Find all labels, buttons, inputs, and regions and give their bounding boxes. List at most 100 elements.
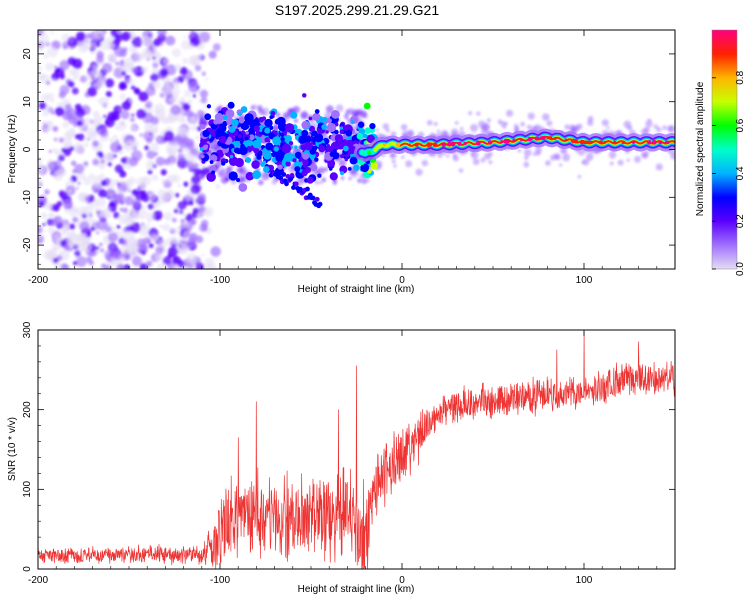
noise-blob [110, 196, 115, 202]
colorbar-tick-label: 0.6 [735, 118, 746, 132]
noise-blob [141, 204, 147, 210]
noise-blob [42, 110, 49, 117]
ridge-blob [248, 134, 255, 141]
noise-blob [120, 110, 130, 120]
noise-blob [212, 43, 221, 52]
noise-blob [130, 125, 137, 132]
noise-blob [53, 137, 58, 142]
noise-blob [38, 163, 45, 175]
noise-blob [113, 37, 121, 46]
halo-blob [454, 121, 459, 125]
noise-blob [63, 244, 70, 251]
noise-blob [121, 93, 126, 98]
noise-blob [177, 201, 187, 210]
ridge-blob [238, 146, 248, 156]
x-tick-label: -100 [210, 575, 230, 586]
noise-blob [77, 171, 86, 181]
noise-blob [155, 156, 165, 166]
noise-blob [197, 193, 206, 202]
noise-blob [338, 159, 347, 167]
ridge-knot [500, 140, 504, 143]
noise-blob [52, 257, 59, 264]
noise-blob [92, 158, 100, 166]
noise-blob [136, 176, 147, 188]
ridge-blob [292, 158, 297, 163]
x-tick-label: 0 [399, 575, 405, 586]
noise-blob [121, 31, 131, 42]
noise-blob [83, 176, 92, 186]
noise-blob [105, 226, 112, 233]
noise-blob [140, 244, 148, 252]
snr-axes: -200 -100 0 100 0 100 200 300 [22, 321, 676, 586]
noise-blob [202, 225, 208, 231]
ridge-blob [251, 160, 260, 169]
halo-blob [581, 160, 586, 165]
ridge-blob [343, 145, 349, 152]
halo-blob [520, 121, 526, 127]
noise-blob [150, 116, 159, 125]
halo-blob [517, 148, 522, 153]
noise-blob [174, 63, 181, 71]
noise-blob [109, 137, 115, 143]
halo-blob [626, 158, 630, 162]
noise-blob [181, 118, 187, 124]
noise-blob [186, 110, 194, 117]
ridge-blob [332, 149, 337, 154]
noise-blob [105, 91, 112, 98]
noise-blob [50, 30, 55, 35]
ridge-blob [301, 120, 310, 129]
noise-blob [120, 244, 130, 255]
noise-blob [193, 168, 202, 176]
noise-blob [51, 147, 58, 154]
noise-blob [154, 254, 162, 261]
colorbar-frame [711, 29, 738, 270]
noise-blob [153, 47, 157, 52]
ridge-blob [369, 122, 376, 130]
noise-blob [141, 66, 148, 74]
noise-blob [88, 173, 95, 180]
noise-blob [146, 260, 153, 267]
ridge-blob [329, 167, 333, 171]
noise-blob [182, 221, 189, 228]
halo-blob [667, 125, 674, 132]
ridge-blob [357, 121, 365, 128]
noise-blob [127, 216, 134, 222]
ridge-blob [362, 133, 368, 138]
noise-blob [62, 121, 69, 129]
ridge-knot [378, 144, 382, 149]
noise-blob [196, 86, 200, 90]
halo-blob [488, 151, 493, 157]
track-blob [293, 181, 299, 187]
ridge-knot [463, 141, 467, 146]
ridge-blob [238, 118, 245, 124]
noise-blob [47, 107, 53, 113]
halo-blob [458, 168, 464, 173]
noise-blob [122, 207, 129, 214]
noise-blob [54, 67, 65, 78]
y-tick-label: 20 [22, 48, 33, 60]
noise-blob [99, 210, 108, 219]
ridge-blob [240, 143, 245, 149]
noise-blob [74, 134, 80, 139]
ridge-blob [274, 167, 284, 177]
noise-blob [68, 68, 76, 76]
noise-blob [161, 64, 167, 70]
ridge-knot [432, 142, 438, 148]
halo-blob [532, 151, 537, 156]
snr-panel: -200 -100 0 100 0 100 200 300 Height of straigh… [7, 321, 676, 595]
noise-blob [188, 81, 200, 93]
noise-blob [160, 179, 166, 185]
halo-blob [554, 154, 561, 161]
x-tick-label: -200 [28, 575, 48, 586]
y-tick-label: -10 [22, 190, 33, 205]
ridge-blob [206, 104, 212, 109]
halo-blob [550, 154, 557, 161]
noise-blob [109, 226, 116, 233]
halo-blob [656, 127, 662, 133]
y-tick-label: 0 [22, 566, 33, 572]
ridge-knot [457, 141, 462, 146]
ridge-blob [202, 144, 208, 151]
noise-blob [53, 233, 62, 242]
noise-blob [106, 116, 110, 120]
noise-blob [44, 189, 50, 195]
